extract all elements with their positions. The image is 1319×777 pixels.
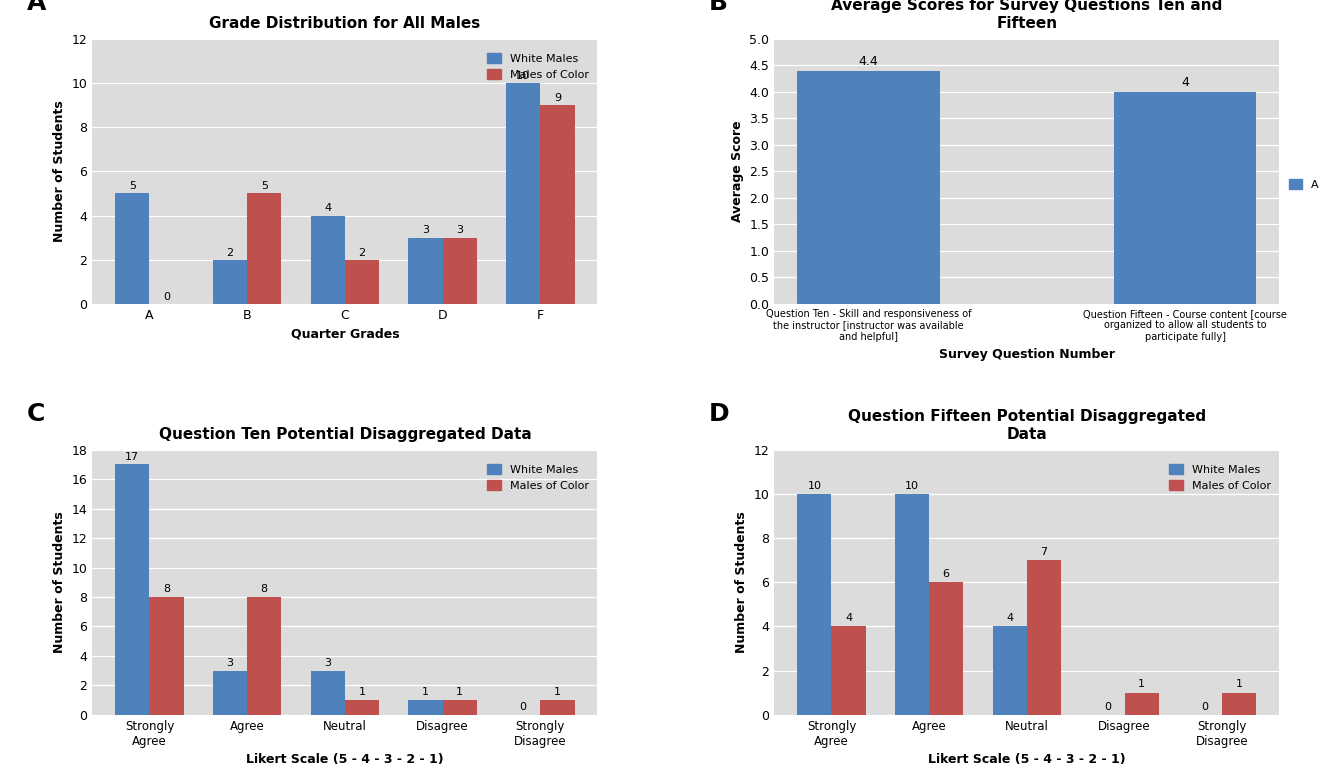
Text: 1: 1 (359, 687, 365, 697)
Bar (797, 494, 831, 715)
Bar (541, 105, 575, 304)
Text: 3: 3 (324, 657, 331, 667)
Text: 3: 3 (227, 657, 233, 667)
Bar (212, 671, 247, 715)
Bar (831, 626, 865, 715)
Text: 1: 1 (422, 687, 429, 697)
Bar (149, 597, 183, 715)
Y-axis label: Number of Students: Number of Students (735, 511, 748, 653)
Bar (344, 700, 379, 715)
Text: 17: 17 (125, 451, 140, 462)
Bar (929, 582, 963, 715)
Bar (797, 71, 939, 304)
Bar (115, 193, 149, 304)
Text: 1: 1 (456, 687, 463, 697)
Bar (344, 260, 379, 304)
Text: 3: 3 (456, 225, 463, 235)
Text: 7: 7 (1041, 547, 1047, 557)
Text: 8: 8 (164, 584, 170, 594)
Text: 3: 3 (422, 225, 429, 235)
Bar (993, 626, 1028, 715)
Y-axis label: Number of Students: Number of Students (53, 100, 66, 242)
Text: A: A (26, 0, 46, 15)
Text: C: C (26, 402, 45, 426)
X-axis label: Likert Scale (5 - 4 - 3 - 2 - 1): Likert Scale (5 - 4 - 3 - 2 - 1) (247, 753, 443, 766)
Text: 5: 5 (261, 181, 268, 191)
Text: B: B (708, 0, 728, 15)
Y-axis label: Number of Students: Number of Students (53, 511, 66, 653)
Bar (311, 215, 344, 304)
Text: 4: 4 (1006, 613, 1013, 623)
Text: 0: 0 (1202, 702, 1208, 712)
Text: 2: 2 (227, 248, 233, 257)
Legend: White Males, Males of Color: White Males, Males of Color (484, 461, 592, 494)
Title: Question Ten Potential Disaggregated Data: Question Ten Potential Disaggregated Dat… (158, 427, 532, 441)
Bar (1223, 693, 1257, 715)
Legend: White Males, Males of Color: White Males, Males of Color (484, 50, 592, 83)
Text: 9: 9 (554, 93, 561, 103)
Text: 10: 10 (516, 71, 530, 81)
Bar (443, 238, 476, 304)
Y-axis label: Average Score: Average Score (731, 120, 744, 222)
Title: Question Fifteen Potential Disaggregated
Data: Question Fifteen Potential Disaggregated… (848, 409, 1206, 441)
Text: 4: 4 (1182, 76, 1190, 89)
Bar (1125, 693, 1159, 715)
Text: 8: 8 (261, 584, 268, 594)
Bar (115, 465, 149, 715)
X-axis label: Survey Question Number: Survey Question Number (939, 347, 1115, 361)
Bar (506, 83, 541, 304)
Text: D: D (708, 402, 729, 426)
Bar (311, 671, 344, 715)
Bar (409, 238, 443, 304)
Text: 0: 0 (1104, 702, 1111, 712)
Text: 0: 0 (520, 702, 526, 712)
Title: Grade Distribution for All Males: Grade Distribution for All Males (210, 16, 480, 31)
Bar (247, 597, 281, 715)
Legend: White Males, Males of Color: White Males, Males of Color (1166, 461, 1274, 494)
Text: 6: 6 (943, 569, 950, 579)
Bar (247, 193, 281, 304)
Title: Average Scores for Survey Questions Ten and
Fifteen: Average Scores for Survey Questions Ten … (831, 0, 1223, 31)
Text: 1: 1 (1236, 679, 1242, 689)
Text: 0: 0 (164, 291, 170, 301)
X-axis label: Likert Scale (5 - 4 - 3 - 2 - 1): Likert Scale (5 - 4 - 3 - 2 - 1) (929, 753, 1125, 766)
Text: 4.4: 4.4 (859, 55, 878, 68)
X-axis label: Quarter Grades: Quarter Grades (290, 327, 400, 340)
Bar (541, 700, 575, 715)
Text: 1: 1 (554, 687, 561, 697)
Text: 10: 10 (905, 481, 919, 490)
Bar (212, 260, 247, 304)
Text: 2: 2 (359, 248, 365, 257)
Text: 5: 5 (129, 181, 136, 191)
Text: 4: 4 (324, 204, 331, 214)
Bar (896, 494, 929, 715)
Legend: All Males: All Males (1285, 175, 1319, 194)
Bar (443, 700, 476, 715)
Text: 10: 10 (807, 481, 822, 490)
Bar (1115, 92, 1257, 304)
Text: 1: 1 (1138, 679, 1145, 689)
Bar (1028, 560, 1060, 715)
Bar (409, 700, 443, 715)
Text: 4: 4 (845, 613, 852, 623)
